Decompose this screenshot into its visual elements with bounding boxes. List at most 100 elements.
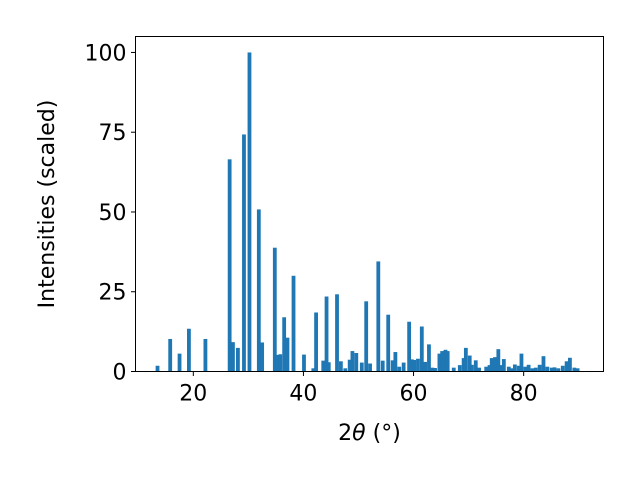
y-tick-label: 50 [99, 201, 127, 226]
bar [467, 355, 472, 372]
bar [423, 361, 428, 372]
bar [470, 364, 474, 372]
bar [410, 359, 414, 372]
bar [537, 364, 542, 372]
bar [168, 338, 173, 372]
bar [519, 353, 524, 372]
bar [314, 312, 318, 372]
bar [368, 363, 372, 372]
x-tick-label: 40 [289, 382, 317, 407]
bar [350, 351, 355, 372]
bar [364, 301, 369, 372]
bar [533, 367, 538, 372]
bar [457, 365, 462, 372]
bar [412, 360, 416, 372]
bar [419, 326, 424, 372]
bar [430, 367, 435, 372]
bar [203, 338, 208, 372]
bar [499, 365, 503, 372]
y-tick-label: 0 [113, 361, 127, 386]
bar [487, 365, 492, 372]
x-axis-ticks: 20 40 60 80 [179, 371, 538, 407]
bar [324, 296, 329, 372]
y-axis-ticks: 0 25 50 75 100 [85, 41, 136, 386]
bar [278, 354, 283, 372]
bar [489, 358, 494, 372]
bar [510, 368, 514, 372]
bar [275, 354, 279, 372]
bar [260, 342, 265, 372]
bar [231, 342, 235, 372]
bar [380, 360, 385, 372]
bar [506, 366, 511, 372]
bar [338, 361, 343, 372]
bar [473, 360, 478, 372]
bar [523, 366, 528, 372]
bar [155, 365, 160, 372]
bar [477, 367, 481, 372]
bar [416, 358, 420, 372]
bar [247, 52, 252, 372]
bar [575, 368, 580, 372]
bar [256, 209, 261, 372]
bar [541, 356, 546, 372]
bar [302, 354, 306, 372]
bar [427, 344, 431, 372]
bar [516, 365, 521, 372]
bar [530, 368, 535, 372]
bar [321, 360, 326, 372]
bar [401, 362, 406, 372]
bar [376, 261, 381, 372]
x-axis-label: 2θ (°) [338, 421, 401, 446]
bar [359, 362, 364, 372]
y-tick-label: 100 [85, 41, 127, 66]
bar [484, 366, 489, 372]
bar [433, 367, 437, 372]
bar [501, 359, 506, 372]
bar [463, 347, 468, 372]
bar [552, 367, 557, 372]
bar [236, 347, 240, 372]
bar [451, 367, 456, 372]
bar [443, 349, 448, 372]
bar [311, 368, 316, 372]
bar [335, 294, 339, 372]
bar [227, 159, 232, 372]
plot-frame [135, 36, 604, 372]
x-tick-label: 20 [179, 382, 207, 407]
bar [393, 352, 398, 372]
bar [390, 360, 395, 372]
y-axis-label: Intensities (scaled) [35, 100, 60, 309]
bar [187, 328, 191, 372]
bar [549, 367, 554, 372]
bar [242, 134, 246, 372]
bar [560, 365, 565, 372]
bar [445, 351, 450, 372]
y-tick-label: 75 [99, 121, 127, 146]
bar [272, 247, 277, 372]
bar [326, 362, 331, 372]
bar-series [155, 52, 580, 372]
bar [526, 364, 531, 372]
x-tick-label: 80 [510, 382, 538, 407]
bar [496, 349, 501, 372]
bar [437, 353, 442, 372]
bar [440, 351, 445, 372]
bar [568, 357, 572, 372]
y-tick-label: 25 [99, 281, 127, 306]
x-tick-label: 60 [400, 382, 428, 407]
bar [407, 321, 412, 372]
bar [282, 317, 287, 372]
bar [572, 367, 577, 372]
bar [177, 353, 182, 372]
bar [556, 368, 561, 372]
bar [354, 353, 359, 372]
bar [343, 368, 348, 372]
bar [285, 337, 290, 372]
bar [564, 361, 569, 372]
bar [291, 275, 296, 372]
bar [386, 314, 391, 372]
bar [347, 359, 352, 372]
bar [512, 364, 517, 372]
